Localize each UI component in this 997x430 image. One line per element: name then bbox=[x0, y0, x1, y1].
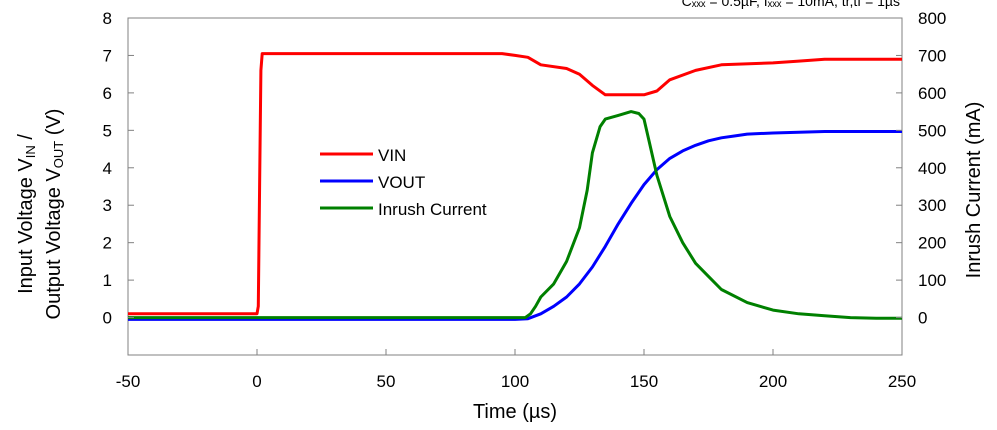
series-layer bbox=[128, 52, 902, 321]
x-tick-label: 0 bbox=[252, 372, 261, 391]
legend-label: VIN bbox=[378, 146, 406, 165]
top-note: Cₓₓₓ = 0.5µF, Iₓₓₓ = 10mA, tr,tf = 1µs bbox=[682, 0, 900, 9]
x-tick-label: 50 bbox=[377, 372, 396, 391]
y-left-tick-label: 4 bbox=[103, 159, 112, 178]
legend-label: Inrush Current bbox=[378, 200, 487, 219]
x-tick-label: -50 bbox=[116, 372, 141, 391]
y-right-tick-label: 600 bbox=[918, 84, 946, 103]
x-tick-label: 150 bbox=[630, 372, 658, 391]
series-line-vin bbox=[128, 52, 902, 316]
y-right-tick-label: 500 bbox=[918, 121, 946, 140]
y-right-tick-label: 300 bbox=[918, 196, 946, 215]
y-left-tick-label: 7 bbox=[103, 46, 112, 65]
x-tick-label: 250 bbox=[888, 372, 916, 391]
y-left-tick-label: 8 bbox=[103, 9, 112, 28]
x-axis: -50 0 50 100 150 200 250 bbox=[116, 349, 916, 391]
y-right-tick-label: 400 bbox=[918, 159, 946, 178]
y-axis-left-title-line2: Output Voltage VOUT (V) bbox=[43, 109, 66, 320]
y-axis-right: 0 100 200 300 400 500 600 700 800 bbox=[896, 9, 946, 328]
y-left-tick-label: 0 bbox=[103, 309, 112, 328]
y-right-tick-label: 700 bbox=[918, 46, 946, 65]
y-right-tick-label: 800 bbox=[918, 9, 946, 28]
y-left-tick-label: 1 bbox=[103, 271, 112, 290]
y-left-tick-label: 3 bbox=[103, 196, 112, 215]
y-axis-right-title: Inrush Current (mA) bbox=[963, 102, 985, 279]
y-left-tick-label: 5 bbox=[103, 121, 112, 140]
legend: VIN VOUT Inrush Current bbox=[320, 146, 487, 219]
y-right-tick-label: 200 bbox=[918, 234, 946, 253]
x-axis-title: Time (µs) bbox=[473, 401, 557, 423]
x-tick-label: 100 bbox=[501, 372, 529, 391]
series-line-inrush-current bbox=[128, 110, 902, 320]
y-axis-left: 0 1 2 3 4 5 6 7 8 bbox=[103, 9, 134, 328]
y-right-tick-label: 0 bbox=[918, 309, 927, 328]
y-left-tick-label: 2 bbox=[103, 234, 112, 253]
legend-label: VOUT bbox=[378, 173, 425, 192]
plot-area bbox=[127, 17, 903, 356]
series-line-vout bbox=[128, 130, 902, 321]
y-right-tick-label: 100 bbox=[918, 271, 946, 290]
y-axis-left-title-line1: Input Voltage VIN / bbox=[15, 134, 38, 294]
y-left-tick-label: 6 bbox=[103, 84, 112, 103]
x-tick-label: 200 bbox=[759, 372, 787, 391]
